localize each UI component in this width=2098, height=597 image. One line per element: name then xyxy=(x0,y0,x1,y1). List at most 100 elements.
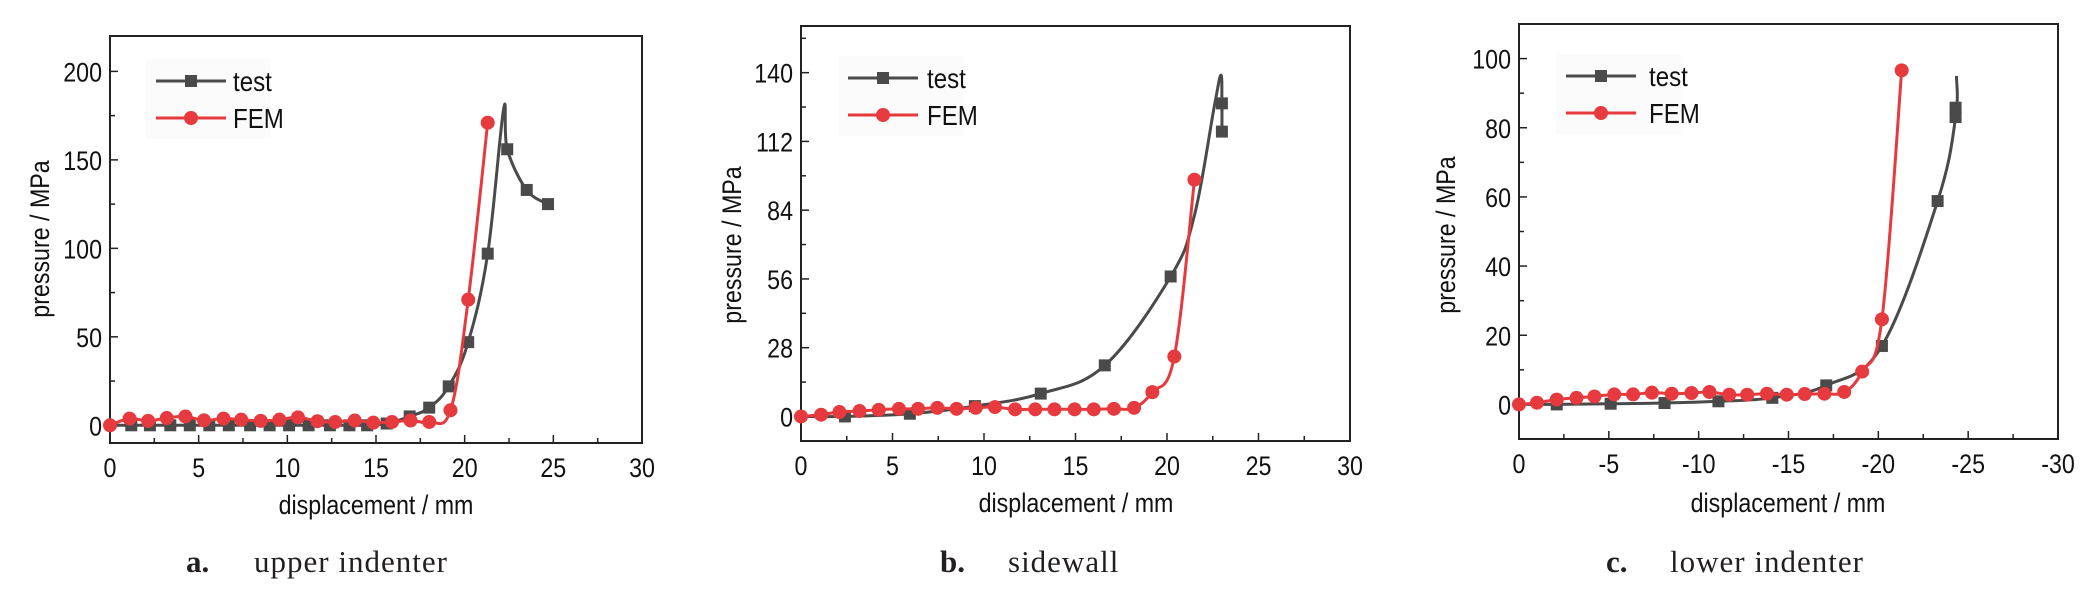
y-tick-label: 0 xyxy=(780,403,793,433)
x-tick-label: -30 xyxy=(2041,449,2075,479)
series-line-fem-c xyxy=(1519,70,1904,406)
legend-fem-marker-c xyxy=(1594,106,1608,120)
data-point-fem xyxy=(871,402,886,417)
data-point-fem xyxy=(949,401,964,416)
y-tick-label: 100 xyxy=(1472,45,1511,75)
data-point-fem xyxy=(987,400,1002,415)
y-tick-label: 28 xyxy=(767,334,793,364)
data-point-fem xyxy=(1187,172,1202,187)
data-point-test xyxy=(244,419,257,432)
data-point-fem xyxy=(1145,385,1160,400)
legend-test-label-b: test xyxy=(927,62,966,94)
data-point-test xyxy=(1164,270,1177,283)
legend-fem-label-c: FEM xyxy=(1649,97,1700,129)
caption-a: upper indenter xyxy=(254,544,448,579)
data-point-fem xyxy=(253,413,268,428)
x-tick-label: -15 xyxy=(1772,449,1806,479)
data-point-fem xyxy=(1028,402,1043,417)
caption-letter-b: b. xyxy=(940,544,965,579)
x-tick-label: 15 xyxy=(363,453,389,483)
y-tick-label: 0 xyxy=(1498,391,1511,421)
x-tick-label: -25 xyxy=(1951,449,1985,479)
data-point-fem xyxy=(1894,63,1909,78)
data-point-fem xyxy=(1855,364,1870,379)
legend-box-b xyxy=(838,56,963,136)
x-tick-label: 10 xyxy=(971,451,997,481)
data-point-fem xyxy=(1587,389,1602,404)
data-point-fem xyxy=(178,409,193,424)
data-point-test xyxy=(1712,395,1725,408)
data-point-fem xyxy=(1722,387,1737,402)
x-tick-label: -10 xyxy=(1682,449,1716,479)
data-point-fem xyxy=(443,403,458,418)
y-tick-label: 56 xyxy=(767,265,793,295)
x-tick-label: 0 xyxy=(1513,449,1526,479)
x-tick-label: 10 xyxy=(274,453,300,483)
x-tick-label: 5 xyxy=(192,453,205,483)
legend-test-marker-b xyxy=(877,72,889,84)
data-point-fem xyxy=(1740,387,1755,402)
data-point-fem xyxy=(911,401,926,416)
caption-c: lower indenter xyxy=(1670,544,1864,579)
ylabel-c: pressure / MPa xyxy=(1431,156,1461,313)
x-tick-label: 30 xyxy=(629,453,655,483)
data-point-fem xyxy=(1702,384,1717,399)
data-point-fem xyxy=(1759,386,1774,401)
data-point-fem xyxy=(1569,390,1584,405)
x-tick-label: 25 xyxy=(540,453,566,483)
y-tick-label: 0 xyxy=(89,412,102,442)
x-tick-label: 5 xyxy=(886,451,899,481)
legend-fem-marker-b xyxy=(876,108,890,122)
legend-test-marker-a xyxy=(185,75,197,87)
legend-test-marker-c xyxy=(1595,70,1607,82)
y-tick-label: 100 xyxy=(63,235,102,265)
y-tick-label: 50 xyxy=(76,323,102,353)
y-tick-label: 60 xyxy=(1485,183,1511,213)
data-point-test xyxy=(1949,111,1962,124)
ylabel-a: pressure / MPa xyxy=(25,160,55,317)
data-point-fem xyxy=(310,414,325,429)
data-point-fem xyxy=(1086,402,1101,417)
data-point-fem xyxy=(1167,349,1182,364)
y-tick-label: 112 xyxy=(756,128,793,158)
data-point-test xyxy=(283,419,296,432)
data-point-test xyxy=(520,183,533,196)
data-point-fem xyxy=(196,413,211,428)
data-point-test xyxy=(542,198,555,211)
data-point-fem xyxy=(328,414,343,429)
panel-b: 0 5 10 15 20 25 30 0 28 56 84 112 140 pressure / MPa d… xyxy=(717,25,1363,579)
data-point-fem xyxy=(290,410,305,425)
data-point-fem xyxy=(1549,392,1564,407)
xlabel-b: displacement / mm xyxy=(979,488,1174,518)
data-point-fem xyxy=(794,409,808,424)
data-point-fem xyxy=(141,413,156,428)
x-tick-label: 30 xyxy=(1337,451,1363,481)
xlabel-a: displacement / mm xyxy=(279,490,474,520)
panel-a: 0 5 10 15 20 25 30 0 50 100 150 200 pressure / MPa di… xyxy=(25,35,655,579)
data-point-fem xyxy=(159,411,174,426)
data-point-test xyxy=(1098,359,1111,372)
data-point-fem xyxy=(1008,402,1023,417)
legend-test-label-c: test xyxy=(1649,60,1688,92)
data-point-fem xyxy=(1874,312,1889,327)
x-tick-label: 0 xyxy=(795,451,808,481)
data-point-test xyxy=(501,143,514,156)
data-point-fem xyxy=(216,411,231,426)
data-point-test xyxy=(1215,97,1228,110)
y-tick-label: 150 xyxy=(63,146,102,176)
data-point-fem xyxy=(1529,395,1544,410)
data-point-fem xyxy=(968,400,983,415)
y-tick-label: 40 xyxy=(1485,253,1511,283)
data-point-test xyxy=(462,336,475,349)
data-point-fem xyxy=(366,415,381,430)
y-tick-label: 84 xyxy=(767,197,793,227)
legend-test-label-a: test xyxy=(233,65,272,97)
data-point-fem xyxy=(234,412,249,427)
y-tick-label: 20 xyxy=(1485,322,1511,352)
x-tick-label: 20 xyxy=(1154,451,1180,481)
data-point-fem xyxy=(1644,385,1659,400)
data-point-fem xyxy=(1797,387,1812,402)
x-tick-label: 15 xyxy=(1063,451,1089,481)
data-point-fem xyxy=(422,414,437,429)
legend-fem-label-a: FEM xyxy=(233,102,284,134)
